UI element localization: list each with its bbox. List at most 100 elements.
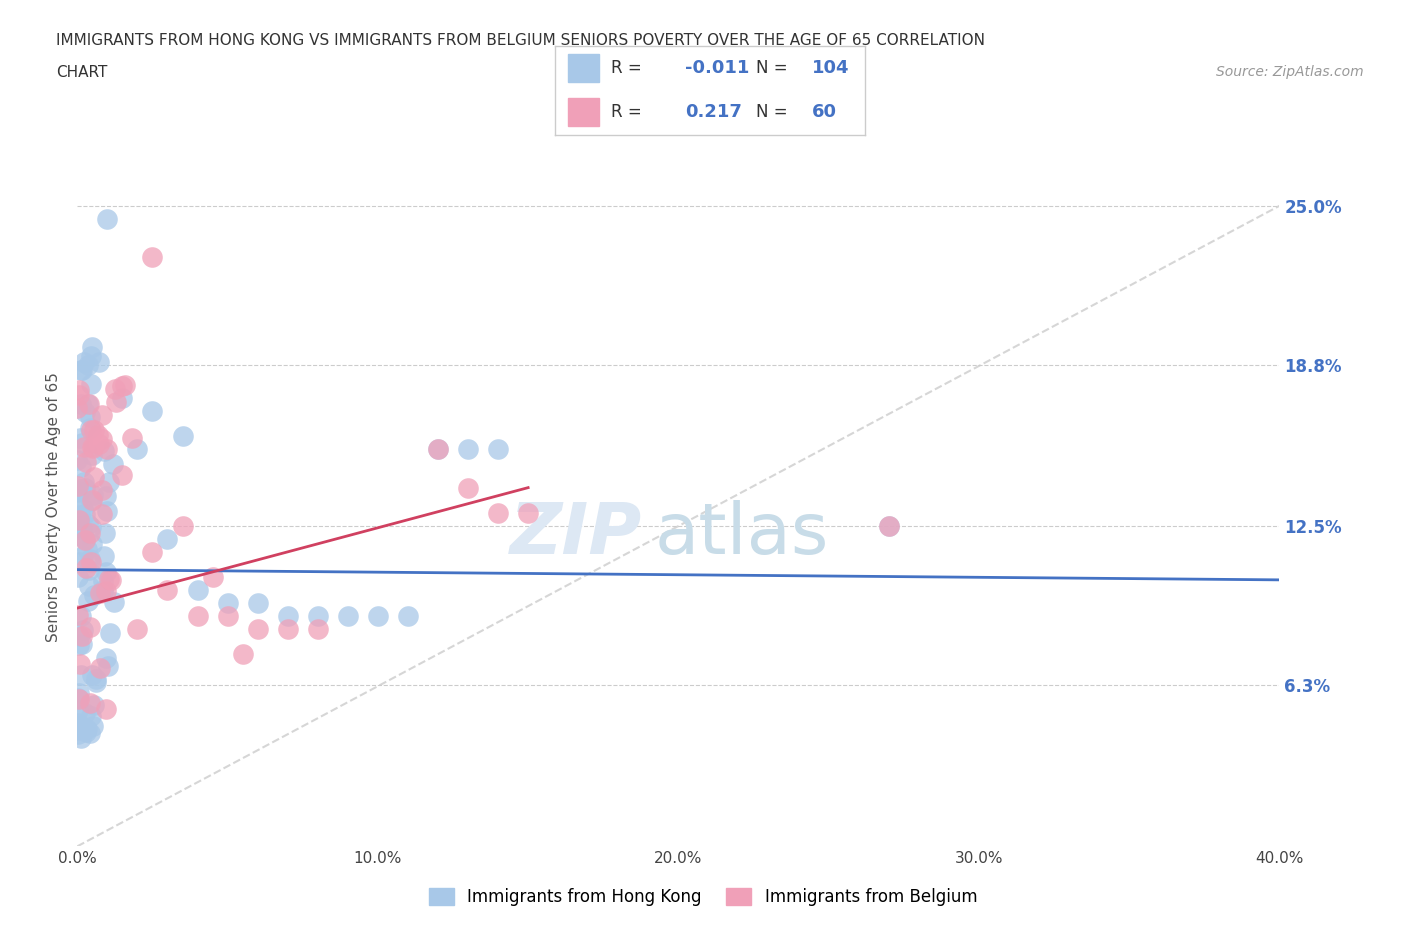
- Point: [96, 442, 118, 457]
- Text: ZIP: ZIP: [510, 499, 643, 568]
- Point: [66, 400, 89, 415]
- Point: [105, 394, 128, 409]
- Point: [110, 379, 132, 393]
- Point: [80, 709, 103, 724]
- Point: [307, 621, 329, 636]
- Point: [80, 668, 103, 683]
- Point: [66, 485, 89, 499]
- Point: [70, 363, 93, 378]
- Point: [67, 512, 90, 527]
- Point: [76, 516, 98, 531]
- Point: [70, 435, 93, 450]
- Point: [72, 622, 94, 637]
- Point: [66, 570, 89, 585]
- Point: [70, 668, 93, 683]
- Point: [72, 354, 94, 369]
- Point: [101, 457, 124, 472]
- Point: [141, 544, 163, 559]
- Point: [72, 522, 94, 537]
- Point: [396, 608, 419, 623]
- Point: [70, 529, 93, 544]
- Bar: [568, 54, 599, 82]
- Point: [427, 442, 450, 457]
- Point: [97, 658, 120, 673]
- Point: [67, 388, 90, 403]
- Point: [73, 531, 96, 546]
- Y-axis label: Seniors Poverty Over the Age of 65: Seniors Poverty Over the Age of 65: [46, 372, 62, 642]
- Point: [69, 657, 91, 671]
- Text: IMMIGRANTS FROM HONG KONG VS IMMIGRANTS FROM BELGIUM SENIORS POVERTY OVER THE AG: IMMIGRANTS FROM HONG KONG VS IMMIGRANTS …: [56, 33, 986, 47]
- Text: -0.011: -0.011: [685, 59, 749, 76]
- Point: [72, 548, 94, 563]
- Point: [91, 432, 114, 446]
- Point: [66, 478, 89, 493]
- Legend: Immigrants from Hong Kong, Immigrants from Belgium: Immigrants from Hong Kong, Immigrants fr…: [422, 881, 984, 912]
- Point: [75, 455, 97, 470]
- Point: [79, 696, 101, 711]
- Point: [67, 554, 90, 569]
- Point: [457, 442, 479, 457]
- Point: [67, 690, 90, 705]
- Point: [83, 698, 105, 712]
- Text: 60: 60: [813, 103, 837, 121]
- Point: [72, 440, 94, 455]
- Point: [517, 506, 540, 521]
- Point: [94, 489, 117, 504]
- Point: [79, 562, 101, 577]
- Point: [80, 520, 103, 535]
- Point: [156, 583, 179, 598]
- Point: [66, 726, 89, 741]
- Point: [77, 397, 100, 412]
- Point: [77, 593, 100, 608]
- Point: [217, 608, 239, 623]
- Point: [87, 437, 110, 452]
- Point: [246, 621, 269, 636]
- Point: [67, 716, 90, 731]
- Point: [457, 480, 479, 495]
- Point: [73, 720, 96, 735]
- Point: [94, 702, 117, 717]
- Point: [79, 396, 101, 411]
- Point: [79, 619, 101, 634]
- Point: [80, 377, 103, 392]
- Point: [277, 621, 299, 636]
- Point: [66, 453, 89, 468]
- Bar: [568, 98, 599, 126]
- Point: [67, 692, 90, 707]
- Point: [75, 481, 97, 496]
- Point: [83, 588, 105, 603]
- Point: [67, 492, 90, 507]
- Point: [172, 519, 194, 534]
- Text: 104: 104: [813, 59, 849, 76]
- Point: [172, 429, 194, 444]
- Point: [94, 525, 117, 540]
- Point: [69, 431, 91, 445]
- Point: [94, 584, 117, 599]
- Point: [89, 585, 111, 600]
- Point: [127, 442, 149, 457]
- Point: [69, 518, 91, 533]
- Point: [111, 391, 134, 405]
- Point: [80, 422, 103, 437]
- Point: [141, 249, 163, 264]
- Point: [70, 637, 93, 652]
- Point: [79, 551, 101, 566]
- Point: [75, 724, 97, 739]
- Point: [87, 428, 110, 443]
- Point: [103, 595, 125, 610]
- Point: [77, 357, 100, 372]
- Point: [69, 460, 91, 475]
- Point: [89, 660, 111, 675]
- Point: [486, 442, 509, 457]
- Point: [67, 686, 90, 701]
- Point: [307, 608, 329, 623]
- Point: [83, 469, 105, 484]
- Point: [67, 382, 90, 397]
- Point: [336, 608, 359, 623]
- Point: [121, 431, 143, 445]
- Point: [76, 541, 98, 556]
- Point: [277, 608, 299, 623]
- Point: [486, 506, 509, 521]
- Point: [93, 444, 115, 458]
- Point: [82, 488, 104, 503]
